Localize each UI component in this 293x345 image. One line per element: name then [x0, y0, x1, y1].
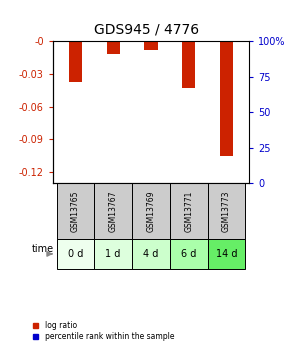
Text: GSM13771: GSM13771: [184, 190, 193, 231]
Bar: [220, 41, 233, 156]
Text: GSM13769: GSM13769: [146, 190, 155, 231]
Bar: [132, 239, 170, 269]
Text: GSM13765: GSM13765: [71, 190, 80, 231]
Text: 6 d: 6 d: [181, 249, 196, 259]
Bar: [94, 239, 132, 269]
Bar: [94, 183, 132, 239]
Bar: [57, 239, 94, 269]
Text: 1 d: 1 d: [105, 249, 121, 259]
Bar: [170, 183, 207, 239]
Bar: [170, 239, 207, 269]
Text: GDS945 / 4776: GDS945 / 4776: [94, 22, 199, 37]
Bar: [57, 183, 94, 239]
Text: GSM13773: GSM13773: [222, 190, 231, 231]
Bar: [69, 41, 82, 82]
Text: GSM13767: GSM13767: [109, 190, 118, 231]
Text: 4 d: 4 d: [143, 249, 159, 259]
Bar: [132, 183, 170, 239]
Bar: [182, 41, 195, 88]
Bar: [207, 239, 245, 269]
Bar: [107, 41, 120, 55]
Legend: log ratio, percentile rank within the sample: log ratio, percentile rank within the sa…: [33, 321, 174, 341]
Text: 0 d: 0 d: [68, 249, 83, 259]
Bar: [144, 41, 158, 50]
Bar: [207, 183, 245, 239]
Text: 14 d: 14 d: [216, 249, 237, 259]
Text: time: time: [31, 244, 54, 254]
